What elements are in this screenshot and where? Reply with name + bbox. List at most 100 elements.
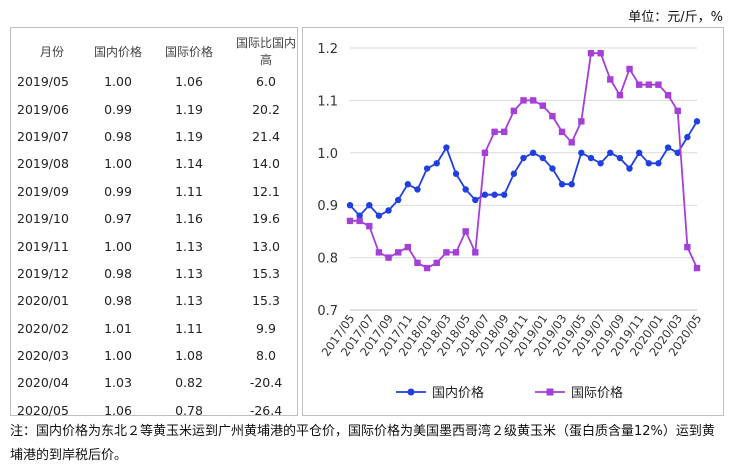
unit-label: 单位：元/斤，% <box>628 10 723 25</box>
cell-international-price: 0.78 <box>175 402 203 418</box>
data-point-domestic <box>356 212 363 219</box>
cell-international-price: 1.11 <box>175 320 203 336</box>
data-point-domestic <box>443 144 450 151</box>
footnote: 注：国内价格为东北２等黄玉米运到广州黄埔港的平仓价，国际价格为美国墨西哥湾２级黄… <box>10 424 715 463</box>
data-point-domestic <box>645 160 653 167</box>
table-body: 2019/05 1.00 1.06 6.0 2019/06 0.99 1.19 20.2 201… <box>11 68 297 424</box>
y-tick-label: 0.7 <box>317 304 338 319</box>
cell-international-price: 1.13 <box>175 238 203 254</box>
data-point-international <box>385 254 392 261</box>
data-point-domestic <box>674 149 681 156</box>
price-table: 月份 国内价格 国际价格 国际比国内高 2019/05 1.00 1.06 6.0 20… <box>10 27 298 418</box>
price-line-chart: 0.70.80.91.01.11.22017/052017/072017/092… <box>317 42 704 401</box>
table-row: 2019/07 0.98 1.19 21.4 <box>11 123 297 150</box>
cell-difference: 9.9 <box>256 320 276 336</box>
legend-label: 国内价格 <box>432 385 484 401</box>
cell-international-price: 1.11 <box>175 183 203 199</box>
data-point-international <box>568 139 575 146</box>
cell-domestic-price: 0.99 <box>104 183 132 199</box>
cell-month: 2019/08 <box>17 156 69 172</box>
cell-difference: 13.0 <box>252 238 280 254</box>
data-point-international <box>510 107 518 115</box>
data-point-international <box>423 264 431 272</box>
data-point-international <box>607 76 614 83</box>
cell-month: 2020/04 <box>17 375 69 391</box>
data-point-international <box>626 65 633 73</box>
data-point-domestic <box>558 181 566 188</box>
table-row: 2020/05 1.06 0.78 -26.4 <box>11 397 297 424</box>
data-point-domestic <box>655 160 662 167</box>
cell-month: 2019/06 <box>17 101 69 117</box>
data-point-domestic <box>684 133 691 141</box>
table-header-row: 月份 国内价格 国际价格 国际比国内高 <box>11 34 297 68</box>
cell-international-price: 1.13 <box>175 265 203 281</box>
data-point-domestic <box>626 165 633 172</box>
data-point-international <box>578 118 585 125</box>
data-point-domestic <box>346 202 354 209</box>
data-point-domestic <box>452 170 460 177</box>
y-tick-label: 1.1 <box>317 94 338 109</box>
data-point-international <box>452 249 460 256</box>
y-tick-label: 0.8 <box>317 252 338 267</box>
cell-difference: 12.1 <box>252 183 280 199</box>
cell-month: 2019/11 <box>17 238 69 254</box>
data-point-international <box>529 97 537 104</box>
table-row: 2019/08 1.00 1.14 14.0 <box>11 150 297 177</box>
legend-marker <box>546 388 554 396</box>
table-row: 2020/01 0.98 1.13 15.3 <box>11 287 297 314</box>
data-point-domestic <box>520 154 527 162</box>
data-point-domestic <box>462 186 469 193</box>
data-point-international <box>684 243 691 251</box>
data-point-international <box>356 217 363 225</box>
table-row: 2019/12 0.98 1.13 15.3 <box>11 260 297 287</box>
table-row: 2019/05 1.00 1.06 6.0 <box>11 68 297 95</box>
cell-domestic-price: 0.98 <box>104 128 132 144</box>
cell-international-price: 1.06 <box>175 74 203 90</box>
data-point-international <box>664 91 672 99</box>
data-point-international <box>587 50 595 57</box>
data-point-domestic <box>664 144 672 151</box>
data-point-domestic <box>385 207 392 214</box>
table-row: 2019/06 0.99 1.19 20.2 <box>11 95 297 122</box>
data-point-domestic <box>587 154 595 162</box>
legend-label: 国际价格 <box>571 385 623 401</box>
data-point-domestic <box>510 170 518 177</box>
data-point-international <box>616 91 624 99</box>
cell-month: 2019/07 <box>17 128 69 144</box>
cell-difference: -20.4 <box>249 375 283 391</box>
data-point-domestic <box>693 118 701 125</box>
data-point-international <box>501 128 508 136</box>
data-point-domestic <box>375 212 383 219</box>
cell-difference: 15.3 <box>252 293 280 309</box>
cell-international-price: 1.13 <box>175 293 203 309</box>
cell-month: 2019/12 <box>17 265 69 281</box>
cell-domestic-price: 0.98 <box>104 265 132 281</box>
data-point-international <box>481 149 489 156</box>
cell-domestic-price: 1.01 <box>104 320 132 336</box>
cell-domestic-price: 1.00 <box>104 74 132 90</box>
data-point-international <box>375 249 383 256</box>
data-point-domestic <box>597 160 604 167</box>
cell-month: 2019/10 <box>17 211 69 227</box>
data-point-international <box>414 259 421 267</box>
cell-difference: 6.0 <box>256 74 276 90</box>
data-point-domestic <box>568 181 575 188</box>
cell-international-price: 1.19 <box>175 128 203 144</box>
cell-month: 2020/05 <box>17 402 69 418</box>
cell-international-price: 1.16 <box>175 211 203 227</box>
data-point-international <box>472 249 479 256</box>
chart-frame: 0.7 0.8 0.9 1.0 1.1 1.2 2017/05 2017/07 2017/09 2… <box>302 27 724 416</box>
data-point-domestic <box>366 202 373 209</box>
cell-international-price: 1.08 <box>175 348 203 364</box>
data-point-international <box>433 259 440 267</box>
header-difference: 国际比国内高 <box>235 36 296 67</box>
cell-domestic-price: 0.97 <box>104 211 132 227</box>
data-point-domestic <box>472 196 479 204</box>
cell-domestic-price: 0.98 <box>104 293 132 309</box>
data-point-international <box>462 228 469 235</box>
y-tick-label: 1.0 <box>317 147 338 162</box>
cell-difference: 21.4 <box>252 128 280 144</box>
legend-marker <box>407 388 415 396</box>
data-point-domestic <box>539 154 546 162</box>
data-point-domestic <box>481 191 489 198</box>
